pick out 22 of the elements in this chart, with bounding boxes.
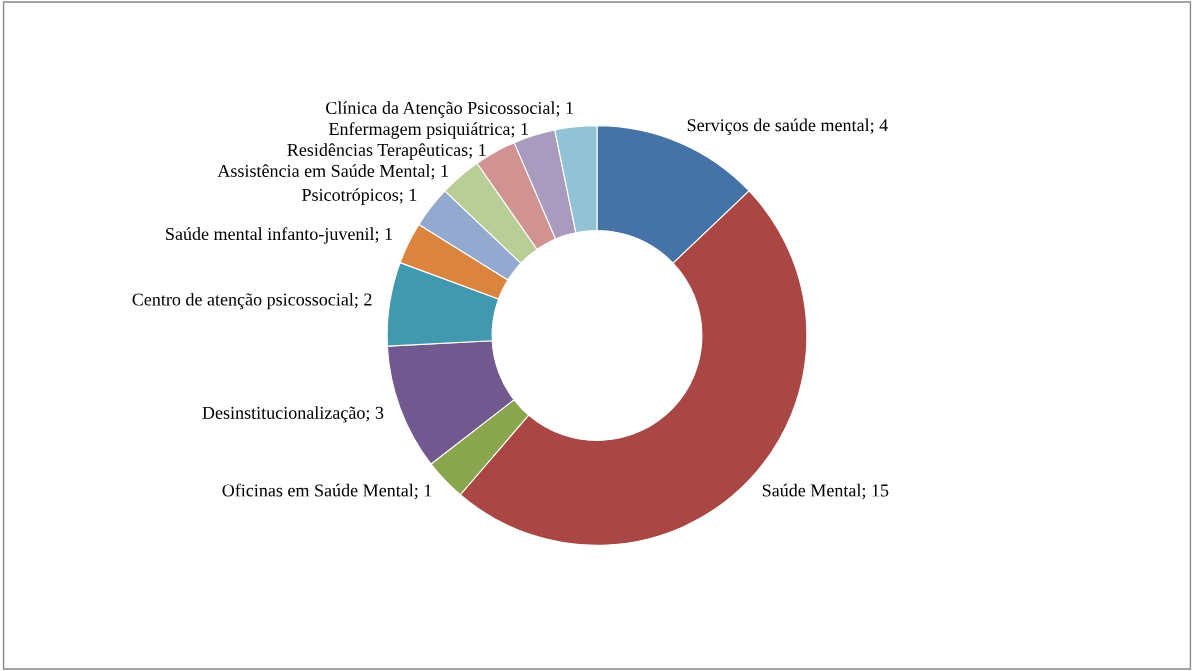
slice-label: Assistência em Saúde Mental: [217, 164, 431, 177]
slice-label: Serviços de saúde mental: [687, 118, 870, 135]
data-label: ; 1: [414, 484, 432, 500]
data-label: ; 2: [354, 293, 372, 309]
data-label: ; 4: [870, 119, 888, 134]
data-label: ; 1: [469, 143, 486, 159]
data-label: ; 1: [431, 164, 448, 180]
data-label: ; 3: [366, 406, 384, 422]
data-label: ; 1: [556, 101, 573, 117]
data-label: ; 1: [375, 227, 392, 243]
slice-label: Enfermagem psiquiátrica: [328, 122, 511, 139]
slice-label: Oficinas em Saúde Mental: [222, 483, 414, 497]
slice-label: Saúde mental infanto-juvenil: [166, 227, 375, 244]
data-label: ; 1: [511, 122, 528, 138]
slice-label: Residências Terapêuticas: [287, 143, 468, 160]
data-label: ; 1: [399, 188, 417, 204]
slice-label: Centro de atenção psicossocial: [132, 292, 354, 310]
slice-label: Saúde Mental: [762, 483, 862, 497]
slice-label: Desinstitucionalização: [202, 406, 365, 423]
slice-label: Clínica da Atenção Psicossocial: [326, 101, 556, 118]
slice-label: Psicotrópicos: [302, 188, 399, 205]
data-label: ; 15: [862, 484, 889, 500]
